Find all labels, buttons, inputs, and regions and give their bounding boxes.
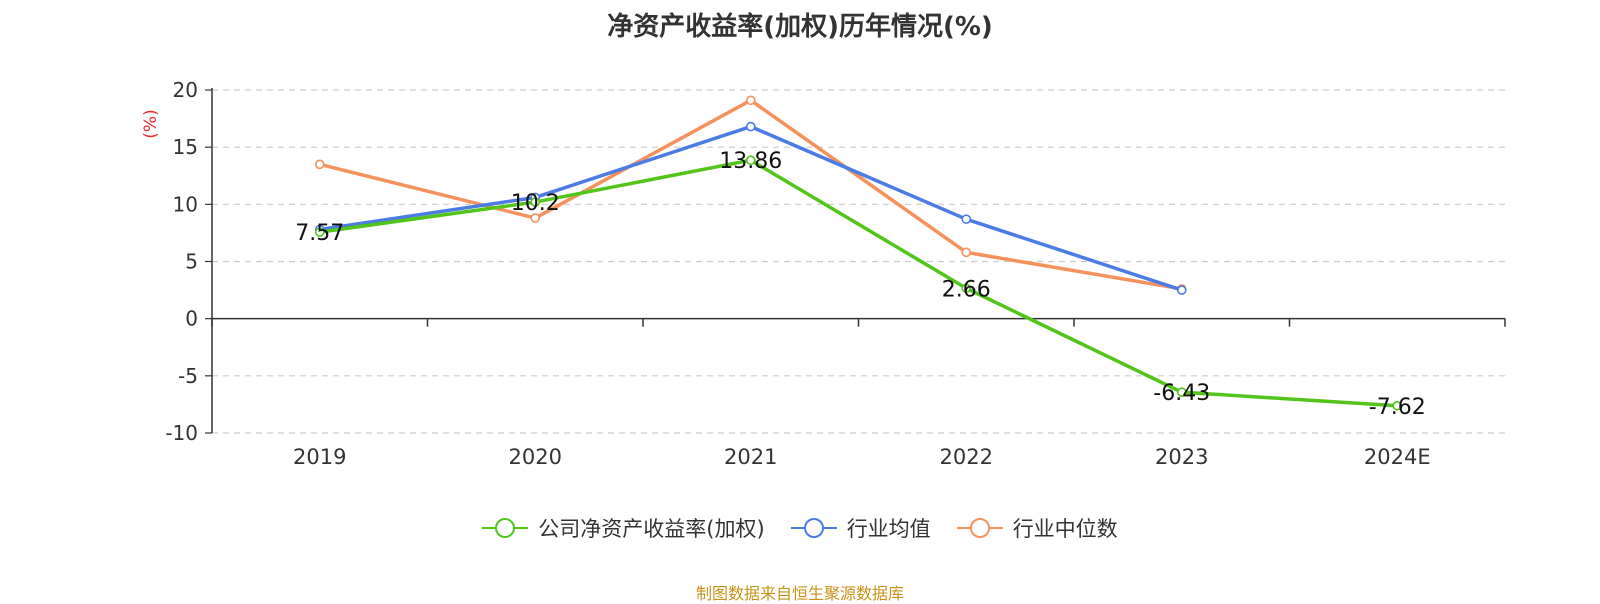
y-tick-label: 10 bbox=[173, 192, 198, 216]
source-note: 制图数据来自恒生聚源数据库 bbox=[695, 584, 904, 603]
y-tick-label: -10 bbox=[165, 421, 198, 445]
data-point-1 bbox=[745, 121, 756, 132]
data-point-2 bbox=[314, 159, 325, 170]
data-point-0 bbox=[1392, 400, 1403, 411]
data-label: -6.43 bbox=[1153, 381, 1210, 406]
data-point-1 bbox=[961, 214, 972, 224]
data-point-0 bbox=[1176, 387, 1187, 397]
legend-item-industry-avg[interactable]: 行业均值 bbox=[790, 513, 931, 543]
legend-industry-avg-label: 行业均值 bbox=[846, 517, 931, 541]
data-label: 10.2 bbox=[511, 191, 560, 216]
data-point-0 bbox=[530, 197, 541, 207]
series-line-0 bbox=[319, 158, 1398, 408]
legend-item-company[interactable]: 公司净资产收益率(加权) bbox=[482, 513, 765, 543]
y-tick-label: 0 bbox=[185, 307, 198, 331]
x-tick-label: 2024E bbox=[1364, 445, 1431, 469]
x-tick-label: 2021 bbox=[724, 445, 777, 469]
legend-industry-median-icon bbox=[956, 518, 1003, 538]
data-point-0 bbox=[745, 155, 756, 166]
legend: 公司净资产收益率(加权) 行业均值 行业中位数 bbox=[0, 513, 1600, 543]
data-label: 7.57 bbox=[295, 221, 344, 246]
legend-company-label: 公司净资产收益率(加权) bbox=[538, 517, 765, 541]
legend-company-marker bbox=[495, 518, 516, 538]
x-tick-label: 2019 bbox=[293, 445, 346, 469]
legend-item-industry-median[interactable]: 行业中位数 bbox=[956, 513, 1118, 543]
data-label: 13.86 bbox=[719, 149, 782, 174]
data-point-2 bbox=[530, 213, 541, 223]
data-label: -7.62 bbox=[1369, 395, 1426, 420]
legend-industry-median-marker bbox=[969, 518, 990, 538]
data-point-0 bbox=[961, 283, 972, 294]
x-tick-label: 2020 bbox=[509, 445, 562, 469]
y-axis-label: (%) bbox=[141, 109, 161, 138]
legend-industry-avg-marker bbox=[803, 518, 824, 538]
legend-company-icon bbox=[482, 518, 529, 538]
y-tick-label: -5 bbox=[178, 364, 198, 388]
data-label: 2.66 bbox=[942, 277, 991, 302]
data-point-1 bbox=[1176, 285, 1187, 295]
legend-industry-median-label: 行业中位数 bbox=[1012, 517, 1118, 541]
y-tick-label: 5 bbox=[185, 250, 198, 274]
data-point-2 bbox=[961, 247, 972, 258]
x-tick-label: 2022 bbox=[940, 445, 993, 469]
y-tick-label: 15 bbox=[173, 135, 198, 159]
data-point-2 bbox=[745, 95, 756, 106]
x-tick-label: 2023 bbox=[1155, 445, 1208, 469]
legend-industry-avg-icon bbox=[790, 518, 837, 538]
y-tick-label: 20 bbox=[173, 78, 198, 102]
data-point-0 bbox=[314, 227, 325, 237]
chart-title: 净资产收益率(加权)历年情况(%) bbox=[607, 12, 993, 42]
